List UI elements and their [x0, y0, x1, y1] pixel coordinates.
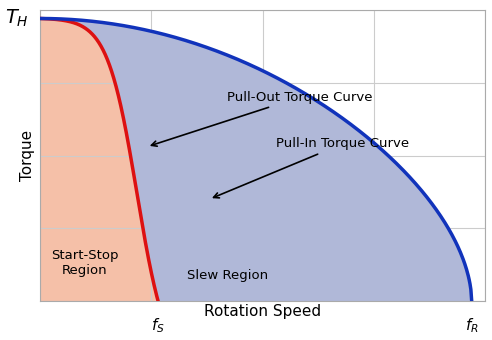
Text: $T_H$: $T_H$ [5, 8, 29, 29]
Y-axis label: Torque: Torque [20, 130, 35, 181]
Text: $f_R$: $f_R$ [465, 316, 479, 335]
Text: Pull-In Torque Curve: Pull-In Torque Curve [214, 137, 409, 198]
Text: Slew Region: Slew Region [186, 269, 268, 282]
Text: Start-Stop
Region: Start-Stop Region [51, 249, 119, 277]
Text: $f_S$: $f_S$ [151, 316, 165, 335]
Text: Pull-Out Torque Curve: Pull-Out Torque Curve [152, 91, 372, 146]
X-axis label: Rotation Speed: Rotation Speed [204, 304, 321, 319]
